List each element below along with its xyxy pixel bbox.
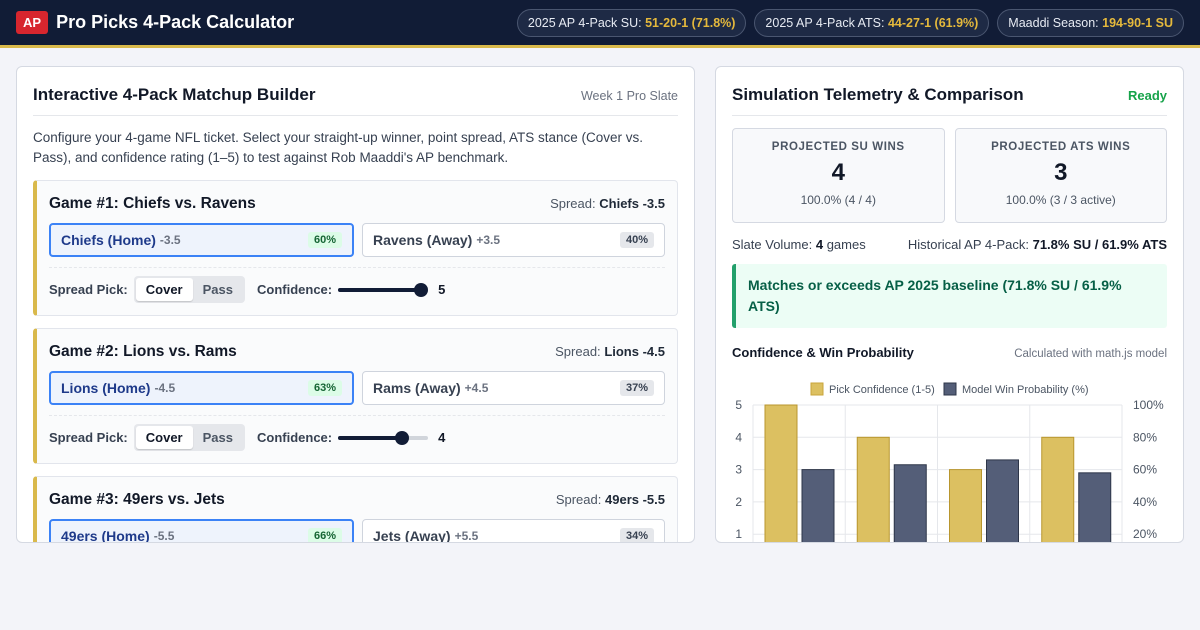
slate-volume: Slate Volume: 4 games bbox=[732, 237, 866, 252]
team-pick-home[interactable]: 49ers (Home) -5.5 66% bbox=[49, 519, 354, 542]
chart-note: Calculated with math.js model bbox=[1014, 348, 1167, 360]
win-prob-badge: 63% bbox=[307, 380, 342, 396]
pass-option[interactable]: Pass bbox=[202, 282, 233, 297]
confidence-label: Confidence: bbox=[257, 430, 333, 445]
cover-option[interactable]: Cover bbox=[135, 278, 193, 301]
y-tick-right: 60% bbox=[1133, 463, 1157, 477]
legend-swatch-2 bbox=[943, 382, 957, 396]
win-prob-badge: 66% bbox=[307, 528, 342, 542]
cover-option[interactable]: Cover bbox=[135, 426, 193, 449]
game-card-2: Game #2: Lions vs. Rams Spread: Lions -4… bbox=[33, 328, 678, 464]
spread-pick-label: Spread Pick: bbox=[49, 430, 128, 445]
game-card-3: Game #3: 49ers vs. Jets Spread: 49ers -5… bbox=[33, 476, 678, 542]
ap-logo: AP bbox=[16, 11, 49, 34]
win-prob-badge: 34% bbox=[619, 528, 654, 542]
confidence-value: 4 bbox=[438, 430, 446, 445]
team-pick-away[interactable]: Ravens (Away) +3.5 40% bbox=[362, 223, 665, 257]
legend-label-1: Pick Confidence (1-5) bbox=[829, 384, 935, 396]
win-probability-bar bbox=[893, 464, 927, 542]
chart-title: Confidence & Win Probability bbox=[732, 345, 914, 360]
spread-line: Spread: Lions -4.5 bbox=[555, 344, 665, 359]
team-pick-home[interactable]: Chiefs (Home) -3.5 60% bbox=[49, 223, 354, 257]
y-tick-left: 2 bbox=[735, 495, 742, 509]
y-tick-left: 1 bbox=[735, 527, 742, 541]
confidence-slider[interactable] bbox=[338, 282, 429, 298]
maaddi-record-pill: Maaddi Season: 194-90-1 SU bbox=[997, 8, 1184, 37]
y-tick-left: 4 bbox=[735, 430, 742, 444]
win-probability-bar bbox=[986, 459, 1019, 542]
telemetry-title: Simulation Telemetry & Comparison bbox=[732, 85, 1024, 104]
slider-thumb[interactable] bbox=[414, 282, 429, 297]
app-title: Pro Picks 4-Pack Calculator bbox=[56, 12, 295, 32]
team-pick-away[interactable]: Jets (Away) +5.5 34% bbox=[362, 519, 665, 542]
record-pills: 2025 AP 4-Pack SU: 51-20-1 (71.8%) 2025 … bbox=[516, 8, 1184, 37]
confidence-value: 5 bbox=[438, 282, 446, 297]
confidence-bar bbox=[949, 469, 982, 542]
ats-stance-toggle: Cover Pass bbox=[133, 276, 245, 303]
game-card-1: Game #1: Chiefs vs. Ravens Spread: Chief… bbox=[33, 180, 678, 316]
y-tick-left: 3 bbox=[735, 463, 742, 477]
builder-header: Interactive 4-Pack Matchup Builder Week … bbox=[33, 85, 678, 116]
ats-record-pill: 2025 AP 4-Pack ATS: 44-27-1 (61.9%) bbox=[754, 8, 990, 37]
builder-title: Interactive 4-Pack Matchup Builder bbox=[33, 85, 316, 104]
ats-stance-toggle: Cover Pass bbox=[133, 424, 245, 451]
ats-wins-card: PROJECTED ATS WINS 3 100.0% (3 / 3 activ… bbox=[954, 128, 1167, 223]
win-probability-bar bbox=[801, 469, 835, 542]
game-title: Game #3: 49ers vs. Jets bbox=[49, 491, 225, 508]
matchup-builder-panel: Interactive 4-Pack Matchup Builder Week … bbox=[16, 66, 695, 543]
ats-wins-value: 3 bbox=[1054, 159, 1068, 186]
telemetry-panel: Simulation Telemetry & Comparison Ready … bbox=[715, 66, 1184, 543]
win-prob-badge: 40% bbox=[619, 232, 654, 248]
confidence-bar bbox=[764, 404, 798, 542]
win-probability-bar bbox=[1078, 472, 1112, 542]
su-record-pill: 2025 AP 4-Pack SU: 51-20-1 (71.8%) bbox=[516, 8, 747, 37]
confidence-bar bbox=[856, 436, 890, 542]
su-wins-value: 4 bbox=[831, 159, 845, 186]
y-tick-right: 100% bbox=[1133, 398, 1164, 412]
win-prob-badge: 37% bbox=[619, 380, 654, 396]
su-wins-card: PROJECTED SU WINS 4 100.0% (4 / 4) bbox=[732, 128, 945, 223]
telemetry-header: Simulation Telemetry & Comparison Ready bbox=[732, 85, 1167, 116]
win-prob-badge: 60% bbox=[307, 232, 342, 248]
builder-intro: Configure your 4-game NFL ticket. Select… bbox=[33, 130, 644, 165]
spread-pick-label: Spread Pick: bbox=[49, 282, 128, 297]
game-title: Game #1: Chiefs vs. Ravens bbox=[49, 195, 256, 212]
confidence-bar bbox=[1041, 436, 1075, 542]
game-title: Game #2: Lions vs. Rams bbox=[49, 343, 237, 360]
pass-option[interactable]: Pass bbox=[202, 430, 233, 445]
slate-tag: Week 1 Pro Slate bbox=[580, 89, 678, 103]
baseline-alert: Matches or exceeds AP 2025 baseline (71.… bbox=[732, 264, 1167, 328]
spread-line: Spread: 49ers -5.5 bbox=[555, 492, 665, 507]
spread-line: Spread: Chiefs -3.5 bbox=[550, 196, 665, 211]
confidence-probability-chart: 1 2 3 4 5 20% 40% 60% 80% 100% Pick Confidence (1-… bbox=[735, 382, 1164, 542]
team-pick-home[interactable]: Lions (Home) -4.5 63% bbox=[49, 371, 354, 405]
status-badge: Ready bbox=[1127, 88, 1167, 103]
y-tick-left: 5 bbox=[735, 398, 742, 412]
y-tick-right: 80% bbox=[1133, 430, 1157, 444]
confidence-slider[interactable] bbox=[338, 430, 429, 446]
slider-thumb[interactable] bbox=[395, 430, 410, 445]
legend-swatch-1 bbox=[810, 382, 824, 396]
confidence-label: Confidence: bbox=[257, 282, 333, 297]
legend-label-2: Model Win Probability (%) bbox=[962, 384, 1089, 396]
historical-benchmark: Historical AP 4-Pack: 71.8% SU / 61.9% A… bbox=[907, 237, 1167, 252]
team-pick-away[interactable]: Rams (Away) +4.5 37% bbox=[362, 371, 665, 405]
y-tick-right: 40% bbox=[1133, 495, 1157, 509]
top-bar: AP Pro Picks 4-Pack Calculator 2025 AP 4… bbox=[0, 0, 1200, 48]
y-tick-right: 20% bbox=[1133, 527, 1157, 541]
